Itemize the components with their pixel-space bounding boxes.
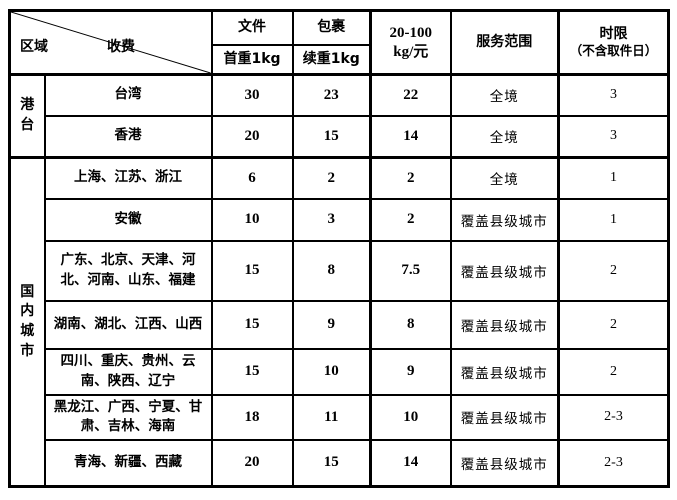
time-limit-cell: 2 bbox=[557, 347, 670, 396]
bulk-fee-cell: 14 bbox=[369, 438, 452, 488]
header-service: 服务范围 bbox=[449, 9, 560, 76]
bulk-fee-cell: 10 bbox=[369, 393, 452, 441]
bulk-fee-cell: 7.5 bbox=[369, 239, 452, 302]
region-cell: 上海、江苏、浙江 bbox=[43, 156, 213, 200]
service-range-cell: 覆盖县级城市 bbox=[449, 299, 560, 350]
time-limit-cell: 2 bbox=[557, 299, 670, 350]
group-label-hk-tw: 港台 bbox=[8, 73, 46, 159]
table-row: 黑龙江、广西、宁夏、甘肃、吉林、海南 18 11 10 覆盖县级城市 2-3 bbox=[10, 393, 670, 441]
service-range-cell: 覆盖县级城市 bbox=[449, 197, 560, 242]
parcel-fee-cell: 9 bbox=[291, 299, 372, 350]
parcel-fee-cell: 11 bbox=[291, 393, 372, 441]
region-cell: 台湾 bbox=[43, 73, 213, 117]
doc-fee-cell: 18 bbox=[210, 393, 294, 441]
bulk-fee-cell: 14 bbox=[369, 114, 452, 159]
parcel-fee-cell: 2 bbox=[291, 156, 372, 200]
table-row: 广东、北京、天津、河北、河南、山东、福建 15 8 7.5 覆盖县级城市 2 bbox=[10, 239, 670, 302]
table-row: 国内城市 上海、江苏、浙江 6 2 2 全境 1 bbox=[8, 155, 670, 488]
region-cell: 香港 bbox=[43, 114, 213, 159]
parcel-fee-cell: 8 bbox=[291, 239, 372, 302]
time-limit-cell: 2 bbox=[557, 239, 670, 302]
corner-fee-label: 收费 bbox=[107, 38, 135, 55]
doc-fee-cell: 20 bbox=[210, 114, 294, 159]
header-parcel-title: 包裹 bbox=[291, 9, 372, 46]
header-time: 时限 （不含取件日） bbox=[557, 9, 670, 76]
bulk-fee-cell: 2 bbox=[369, 156, 452, 200]
header-time-line2: （不含取件日） bbox=[569, 43, 658, 59]
corner-cell: 区域 收费 bbox=[8, 9, 213, 76]
parcel-fee-cell: 10 bbox=[291, 347, 372, 396]
header-bulk-line2: kg/元 bbox=[393, 43, 429, 60]
service-range-cell: 覆盖县级城市 bbox=[449, 438, 560, 488]
bulk-fee-cell: 9 bbox=[369, 347, 452, 396]
corner-region-label: 区域 bbox=[20, 38, 48, 55]
bulk-fee-cell: 2 bbox=[369, 197, 452, 242]
time-limit-cell: 2-3 bbox=[557, 393, 670, 441]
service-range-cell: 覆盖县级城市 bbox=[449, 393, 560, 441]
service-range-cell: 全境 bbox=[449, 156, 560, 200]
doc-fee-cell: 15 bbox=[210, 347, 294, 396]
header-parcel-sub: 续重1kg bbox=[291, 43, 372, 76]
time-limit-cell: 3 bbox=[557, 114, 670, 159]
time-limit-cell: 2-3 bbox=[557, 438, 670, 488]
region-cell: 湖南、湖北、江西、山西 bbox=[43, 299, 213, 350]
bulk-fee-cell: 8 bbox=[369, 299, 452, 350]
table-row: 青海、新疆、西藏 20 15 14 覆盖县级城市 2-3 bbox=[10, 438, 670, 488]
parcel-fee-cell: 15 bbox=[291, 114, 372, 159]
service-range-cell: 覆盖县级城市 bbox=[449, 239, 560, 302]
doc-fee-cell: 15 bbox=[210, 299, 294, 350]
parcel-fee-cell: 3 bbox=[291, 197, 372, 242]
region-cell: 四川、重庆、贵州、云南、陕西、辽宁 bbox=[43, 347, 213, 396]
header-doc-title: 文件 bbox=[210, 9, 294, 46]
doc-fee-cell: 30 bbox=[210, 73, 294, 117]
group-label-domestic: 国内城市 bbox=[8, 155, 46, 488]
pricing-table: 区域 收费 文件 包裹 20-100 kg/元 服务范围 时限 （不含取件日） … bbox=[8, 9, 670, 489]
region-cell: 黑龙江、广西、宁夏、甘肃、吉林、海南 bbox=[43, 393, 213, 441]
region-cell: 安徽 bbox=[43, 197, 213, 242]
parcel-fee-cell: 15 bbox=[291, 438, 372, 488]
table-row: 安徽 10 3 2 覆盖县级城市 1 bbox=[10, 197, 670, 242]
diagonal-divider-line bbox=[11, 12, 211, 73]
bulk-fee-cell: 22 bbox=[369, 73, 452, 117]
service-range-cell: 全境 bbox=[449, 73, 560, 117]
parcel-fee-cell: 23 bbox=[291, 73, 372, 117]
doc-fee-cell: 15 bbox=[210, 239, 294, 302]
table-row: 港台 台湾 30 23 22 全境 3 bbox=[8, 73, 670, 159]
header-doc-sub: 首重1kg bbox=[210, 43, 294, 76]
time-limit-cell: 1 bbox=[557, 197, 670, 242]
region-cell: 青海、新疆、西藏 bbox=[43, 438, 213, 488]
service-range-cell: 覆盖县级城市 bbox=[449, 347, 560, 396]
time-limit-cell: 3 bbox=[557, 73, 670, 117]
service-range-cell: 全境 bbox=[449, 114, 560, 159]
region-cell: 广东、北京、天津、河北、河南、山东、福建 bbox=[43, 239, 213, 302]
doc-fee-cell: 20 bbox=[210, 438, 294, 488]
header-bulk-line1: 20-100 bbox=[389, 24, 433, 41]
time-limit-cell: 1 bbox=[557, 156, 670, 200]
doc-fee-cell: 10 bbox=[210, 197, 294, 242]
header-bulk-title: 20-100 kg/元 bbox=[369, 9, 452, 76]
header-row-2: 首重1kg 续重1kg bbox=[10, 43, 669, 76]
header-time-line1: 时限 bbox=[599, 25, 628, 42]
table-row: 香港 20 15 14 全境 3 bbox=[10, 114, 670, 159]
table-row: 湖南、湖北、江西、山西 15 9 8 覆盖县级城市 2 bbox=[10, 299, 670, 350]
header-row-1: 区域 收费 文件 包裹 20-100 kg/元 服务范围 时限 （不含取件日） bbox=[8, 9, 670, 76]
doc-fee-cell: 6 bbox=[210, 156, 294, 200]
table-row: 四川、重庆、贵州、云南、陕西、辽宁 15 10 9 覆盖县级城市 2 bbox=[10, 347, 670, 396]
